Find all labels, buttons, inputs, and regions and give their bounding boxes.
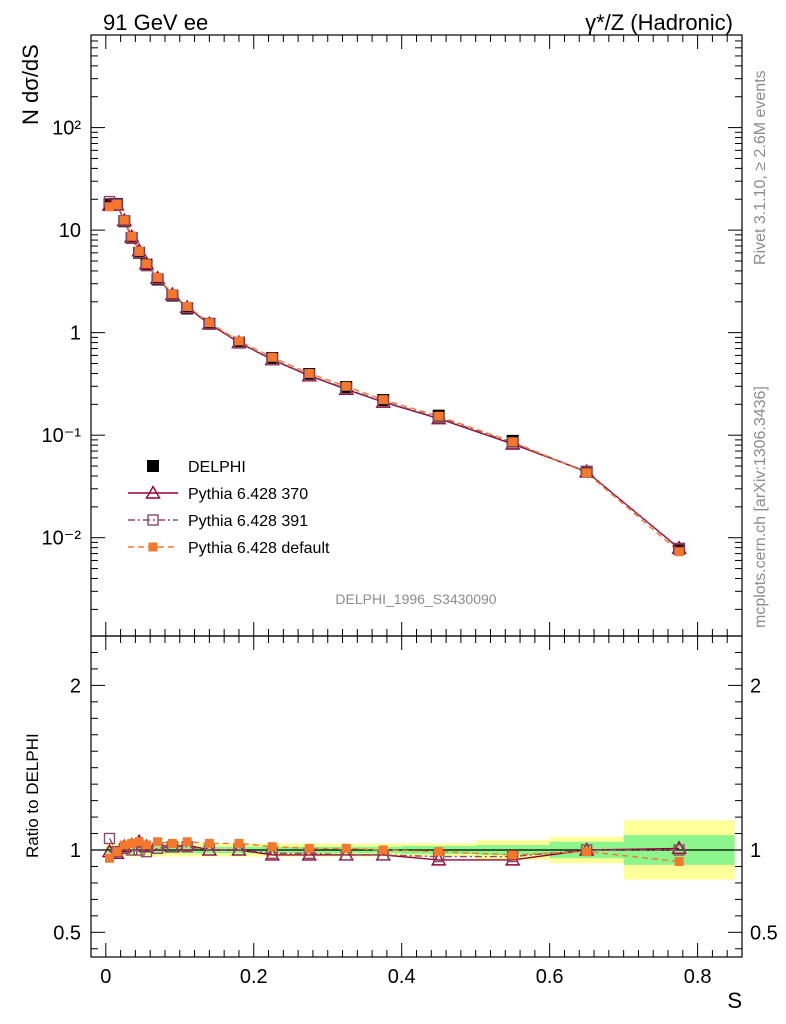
data-point	[153, 273, 163, 283]
y-tick-label: 10⁻²	[42, 528, 82, 550]
data-point	[234, 336, 244, 346]
ratio-point	[674, 857, 684, 867]
x-tick-label: 0.6	[536, 966, 564, 988]
header-right-title: γ*/Z (Hadronic)	[585, 10, 733, 35]
y-tick-label: 1	[70, 323, 81, 345]
x-axis-title: S	[727, 988, 742, 1013]
ratio-y-tick-label-right: 0.5	[750, 922, 778, 944]
ratio-point	[234, 838, 244, 848]
data-point	[112, 199, 122, 209]
ratio-point	[301, 847, 317, 861]
ratio-point	[204, 838, 214, 848]
axes-layer: 10⁻² 10⁻¹ 1 10 10² 0 0.2 0.4 0.6 0.8 0.5 0.5 1 1 2 2	[42, 34, 778, 988]
ratio-y-tick-label-right: 1	[750, 840, 761, 862]
legend: DELPHI Pythia 6.428 370 Pythia 6.428 391 Py…	[128, 459, 330, 557]
ratio-point	[671, 840, 687, 855]
x-tick-label: 0	[100, 966, 111, 988]
data-point	[119, 215, 129, 225]
ratio-point	[434, 847, 444, 857]
ratio-point	[304, 843, 314, 853]
ratio-point	[508, 850, 518, 860]
ratio-series-layer	[101, 832, 687, 867]
y-tick-label: 10²	[52, 118, 81, 140]
data-point	[267, 352, 277, 362]
ratio-point	[341, 843, 351, 853]
x-tick-label: 0.4	[388, 966, 416, 988]
legend-marker	[148, 542, 158, 552]
y-tick-label: 10	[59, 220, 81, 242]
header-left-title: 91 GeV ee	[103, 10, 208, 35]
x-tick-label: 0.2	[240, 966, 268, 988]
main-series-layer	[101, 195, 687, 557]
y-tick-label: 10⁻¹	[42, 425, 82, 447]
legend-label: Pythia 6.428 default	[188, 540, 330, 557]
legend-marker	[147, 514, 159, 526]
data-point	[434, 411, 444, 421]
ratio-point	[141, 840, 151, 850]
ratio-point	[119, 840, 129, 850]
ratio-point	[153, 837, 163, 847]
legend-label: DELPHI	[188, 459, 246, 476]
ratio-point	[582, 847, 592, 857]
legend-marker	[145, 485, 161, 499]
ratio-point	[378, 845, 388, 855]
data-point	[167, 289, 177, 299]
data-point	[508, 437, 518, 447]
data-point	[304, 368, 314, 378]
ratio-point	[103, 832, 116, 845]
ratio-point	[267, 842, 277, 852]
data-point	[674, 547, 684, 557]
ratio-point	[134, 837, 144, 847]
ratio-point	[264, 847, 280, 861]
legend-label: Pythia 6.428 391	[188, 513, 308, 530]
data-point	[378, 395, 388, 405]
data-point	[182, 301, 192, 311]
ratio-y-tick-label: 2	[70, 675, 81, 697]
mcplots-label: mcplots.cern.ch [arXiv:1306.3436]	[752, 386, 769, 628]
data-point	[104, 202, 114, 212]
legend-label: Pythia 6.428 370	[188, 486, 308, 503]
legend-marker	[147, 460, 159, 472]
data-point	[141, 259, 151, 269]
ratio-series-line	[108, 838, 680, 858]
data-point	[204, 318, 214, 328]
ratio-point	[111, 845, 123, 858]
ratio-point	[182, 837, 192, 847]
ratio-point	[127, 838, 137, 848]
ratio-y-tick-label: 0.5	[53, 922, 81, 944]
ratio-point	[112, 847, 122, 857]
ratio-y-tick-label: 1	[70, 840, 81, 862]
ratio-point	[673, 844, 685, 856]
data-point	[341, 381, 351, 391]
ratio-point	[104, 853, 114, 863]
ratio-y-tick-label-right: 2	[750, 675, 761, 697]
rivet-label: Rivet 3.1.10, ≥ 2.6M events	[752, 70, 769, 265]
ratio-frame	[90, 635, 743, 958]
main-y-axis-title: N dσ/dS	[18, 44, 43, 125]
data-point	[127, 231, 137, 241]
x-tick-label: 0.8	[684, 966, 712, 988]
ratio-point	[167, 838, 177, 848]
data-point	[582, 468, 592, 478]
analysis-id: DELPHI_1996_S3430090	[335, 591, 496, 607]
ratio-y-axis-title: Ratio to DELPHI	[23, 733, 42, 858]
ratio-point	[430, 851, 447, 866]
data-point	[134, 246, 144, 256]
